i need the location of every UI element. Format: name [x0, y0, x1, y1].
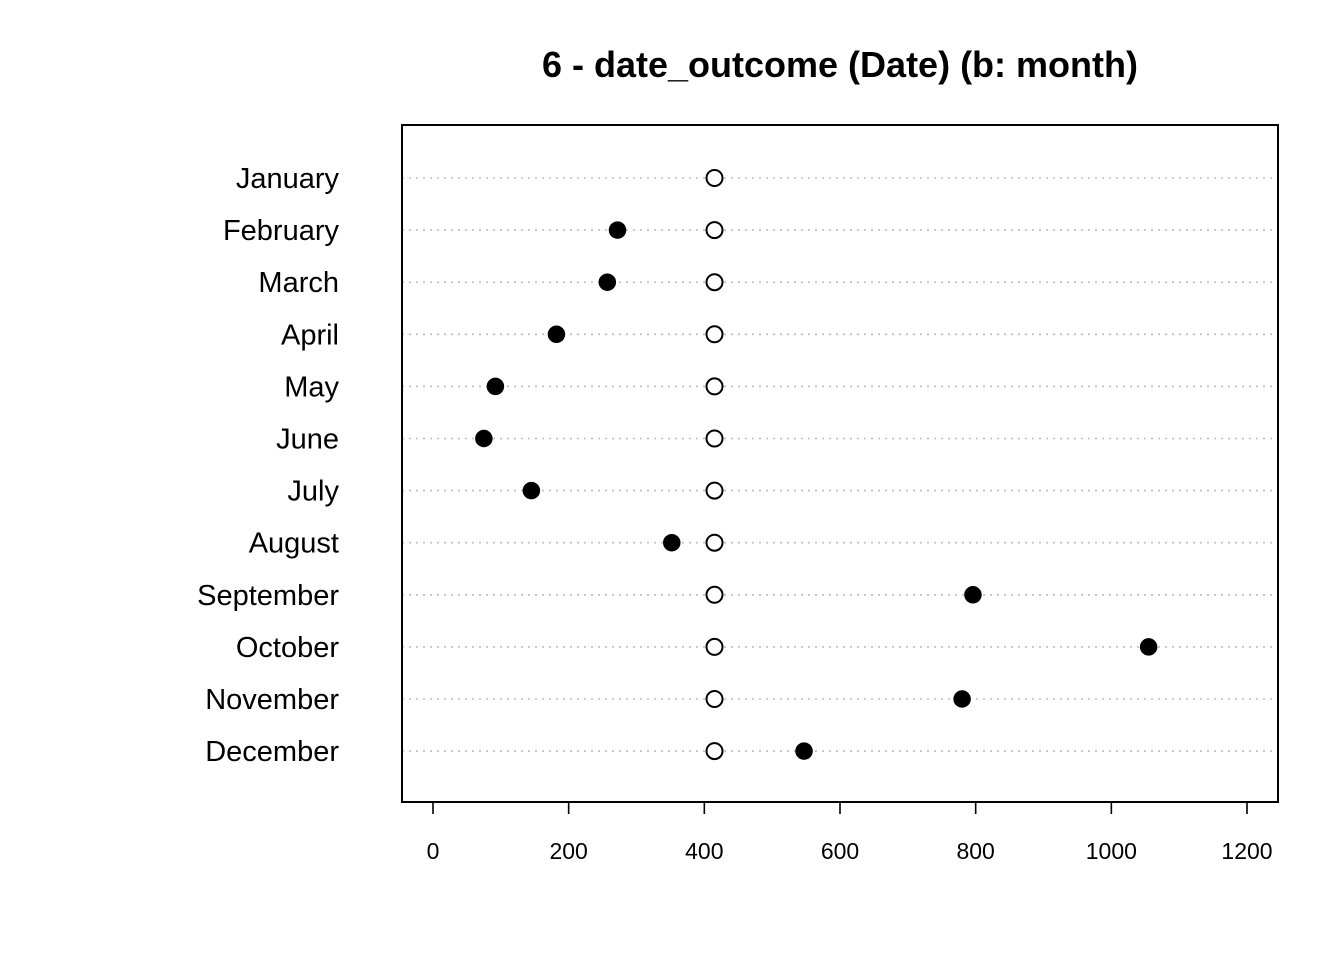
x-tick-label: 400 — [685, 838, 723, 864]
x-axis: 0 200 400 600 800 1000 1200 — [427, 801, 1273, 864]
category-label: September — [197, 580, 339, 612]
category-label: May — [284, 371, 339, 403]
category-label: February — [223, 215, 340, 247]
grid-lines — [402, 177, 1278, 752]
category-label: June — [276, 424, 339, 456]
category-label: October — [236, 632, 339, 664]
plot-frame — [401, 124, 1279, 803]
filled-point — [953, 690, 971, 708]
open-point — [705, 533, 724, 552]
open-point — [705, 429, 724, 448]
open-point — [705, 273, 724, 292]
open-point — [705, 585, 724, 604]
category-label: April — [281, 319, 339, 351]
x-tick-label: 1000 — [1086, 838, 1137, 864]
filled-point — [522, 481, 541, 500]
filled-point — [547, 325, 566, 344]
open-point — [705, 481, 724, 500]
x-tick-label: 0 — [427, 838, 440, 864]
category-label: December — [205, 736, 339, 768]
filled-point — [598, 273, 617, 291]
category-label: January — [236, 163, 340, 195]
x-tick-label: 600 — [821, 838, 859, 864]
filled-point — [663, 533, 681, 552]
x-tick-label: 1200 — [1221, 838, 1272, 864]
chart-title: 6 - date_outcome (Date) (b: month) — [542, 44, 1138, 85]
filled-point — [964, 586, 982, 604]
category-label: November — [205, 684, 339, 716]
filled-point — [608, 221, 627, 239]
open-point — [705, 325, 724, 344]
category-label: July — [287, 476, 339, 508]
open-point — [705, 690, 724, 708]
x-tick-label: 800 — [956, 838, 994, 864]
filled-point — [795, 742, 813, 760]
category-label: August — [249, 528, 339, 560]
category-label: March — [258, 267, 339, 299]
open-point — [705, 742, 724, 761]
filled-point — [1139, 638, 1158, 656]
open-point — [705, 637, 724, 656]
open-point — [705, 377, 724, 396]
open-point — [705, 169, 724, 187]
filled-point — [486, 377, 505, 396]
filled-point — [475, 429, 493, 448]
data-points — [475, 169, 1158, 761]
open-point — [705, 221, 724, 240]
x-tick-label: 200 — [549, 838, 587, 864]
category-labels: January February March April May June July Augu… — [197, 163, 339, 768]
